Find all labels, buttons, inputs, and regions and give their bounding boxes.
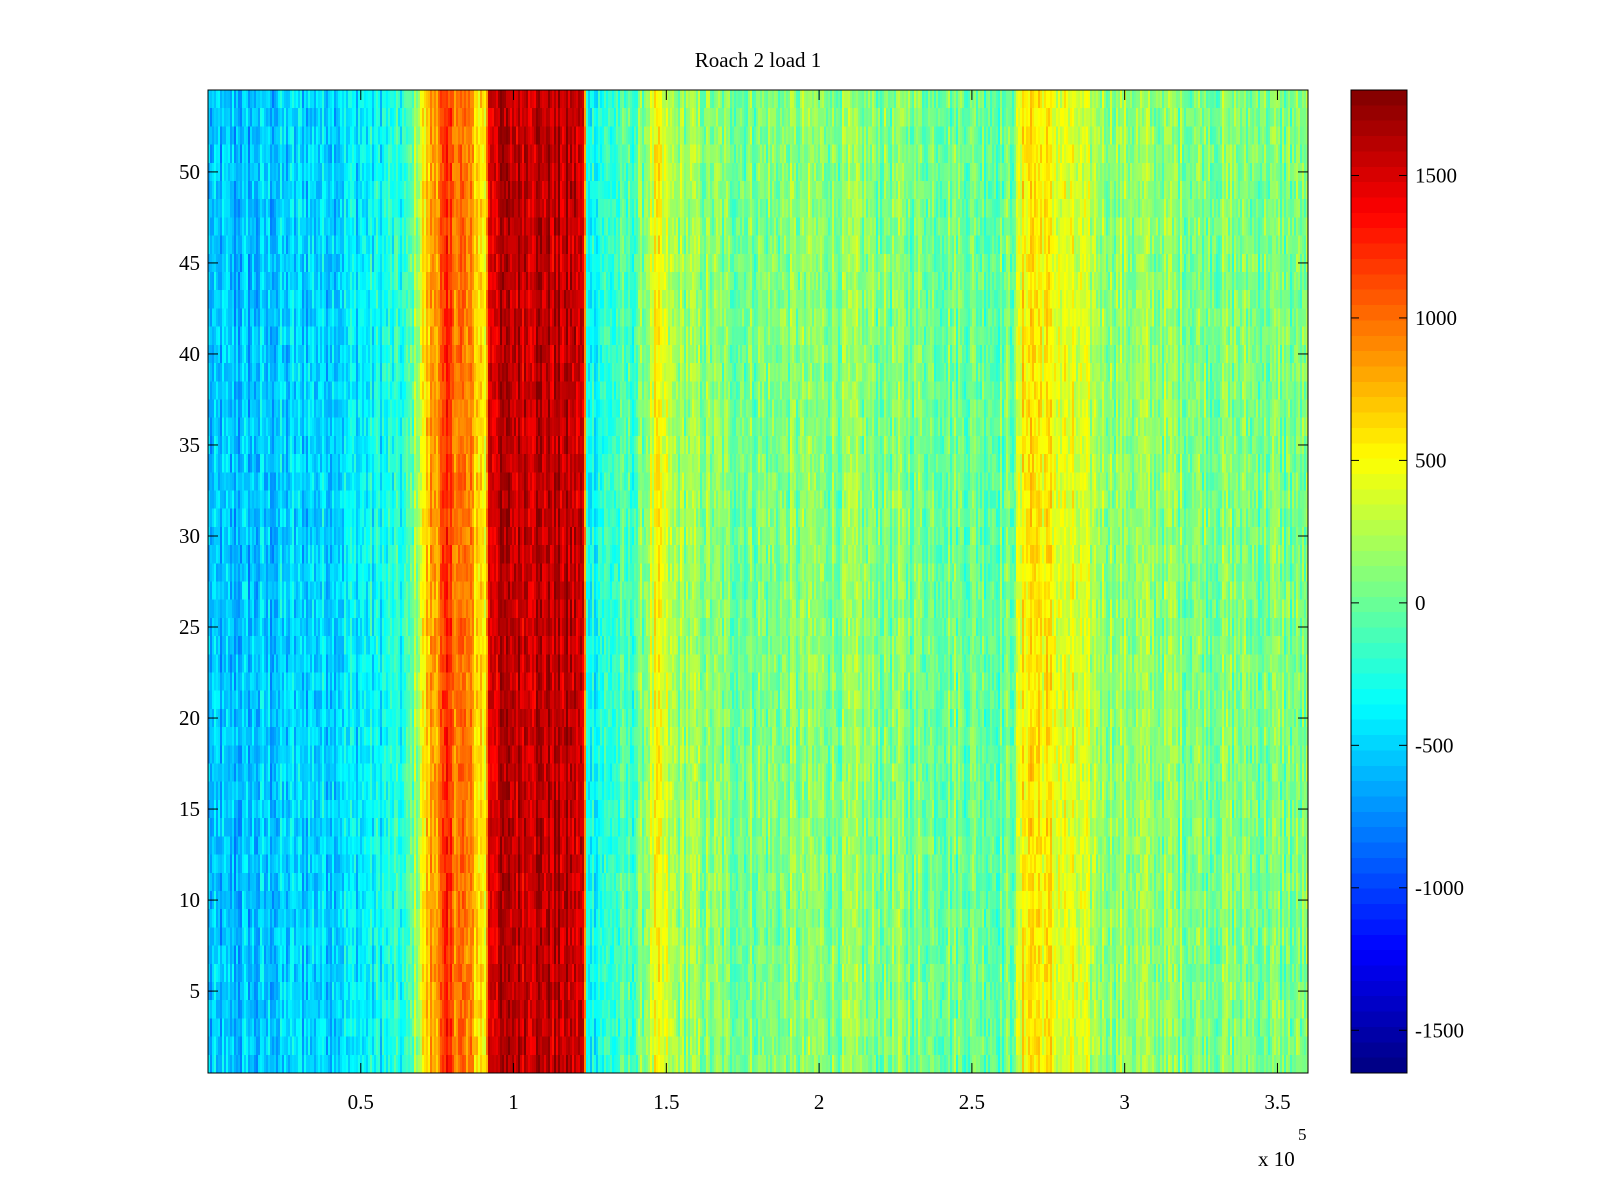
heatmap-image (208, 90, 1308, 1073)
y-tick-label: 35 (179, 433, 200, 457)
colorbar-ticks: -1500 -1000 -500 0 500 1000 1500 (1351, 163, 1464, 1042)
chart-title: Roach 2 load 1 (695, 48, 822, 72)
y-tick-label: 5 (190, 979, 201, 1003)
y-tick-label: 40 (179, 342, 200, 366)
x-tick-label: 3 (1119, 1090, 1130, 1114)
colorbar (1351, 90, 1407, 1073)
x-tick-label: 3.5 (1264, 1090, 1290, 1114)
x-tick-label: 0.5 (348, 1090, 374, 1114)
colorbar-tick-label: 0 (1415, 591, 1426, 615)
y-tick-label: 10 (179, 888, 200, 912)
plot-frame (207, 89, 1309, 1074)
colorbar-tick-label: -1500 (1415, 1018, 1464, 1042)
colorbar-tick-label: 500 (1415, 448, 1447, 472)
y-tick-label: 45 (179, 251, 200, 275)
colorbar-tick-label: -500 (1415, 733, 1454, 757)
heatmap-cells (208, 90, 1308, 1073)
x-tick-label: 2 (814, 1090, 825, 1114)
x-exponent-base: x 10 (1258, 1147, 1295, 1171)
x-axis: 0.5 1 1.5 2 2.5 3 3.5 (348, 90, 1291, 1114)
y-tick-label: 20 (179, 706, 200, 730)
x-tick-label: 1.5 (653, 1090, 679, 1114)
x-exponent-power: 5 (1298, 1125, 1307, 1144)
y-tick-label: 15 (179, 797, 200, 821)
y-tick-label: 25 (179, 615, 200, 639)
y-tick-label: 30 (179, 524, 200, 548)
colorbar-tick-label: -1000 (1415, 876, 1464, 900)
colorbar-frame (1350, 89, 1408, 1074)
x-tick-label: 1 (508, 1090, 519, 1114)
x-exponent-label: x 10 5 (1258, 1125, 1307, 1171)
colorbar-tick-label: 1500 (1415, 163, 1457, 187)
y-axis: 5 10 15 20 25 30 35 40 45 50 (179, 160, 1308, 1003)
colorbar-tick-label: 1000 (1415, 306, 1457, 330)
y-tick-label: 50 (179, 160, 200, 184)
x-tick-label: 2.5 (959, 1090, 985, 1114)
